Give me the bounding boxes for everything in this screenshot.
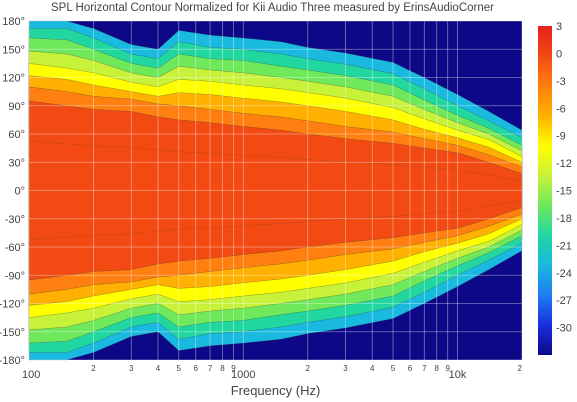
y-tick-label: 150°	[2, 44, 25, 56]
colorbar-tick-label: -24	[556, 268, 572, 280]
y-tick-label: -60°	[5, 242, 25, 254]
colorbar-tick-label: -18	[556, 213, 572, 225]
x-tick-label: 4	[370, 364, 375, 373]
x-tick-label: 9	[231, 364, 236, 373]
y-tick-label: 0°	[14, 186, 25, 198]
colorbar-tick-label: 3	[556, 21, 562, 33]
y-tick-label: -30°	[5, 214, 25, 226]
x-tick-label: 7	[208, 364, 213, 373]
x-tick-label: 5	[391, 364, 396, 373]
x-tick-label: 3	[343, 364, 348, 373]
colorbar-scale	[538, 26, 552, 355]
colorbar-tick-label: -27	[556, 295, 572, 307]
colorbar-tick-label: -30	[556, 323, 572, 335]
y-axis: 180° 150° 120° 90° 60° 30° 0° -30° -60° -90° -120°…	[0, 16, 25, 367]
y-tick-label: -150°	[0, 327, 25, 339]
y-tick-label: 180°	[2, 16, 25, 28]
colorbar-tick-label: 0	[556, 48, 562, 60]
x-tick-label: 8	[220, 364, 225, 373]
x-tick-label: 6	[193, 364, 198, 373]
x-tick-label: 4	[156, 364, 161, 373]
x-tick-label: 2	[306, 364, 311, 373]
x-tick-label: 1000	[231, 369, 255, 381]
colorbar: 3 0 -3 -6 -9 -12 -15 -18 -21 -24 -27 -30	[538, 21, 572, 355]
colorbar-tick-label: -9	[556, 131, 566, 143]
contour-bands	[28, 20, 523, 361]
y-tick-label: -120°	[0, 299, 25, 311]
chart-title: SPL Horizontal Contour Normalized for Ki…	[51, 2, 494, 14]
colorbar-tick-label: -21	[556, 240, 572, 252]
colorbar-tick-label: -12	[556, 158, 572, 170]
x-tick-label: 5	[177, 364, 182, 373]
x-tick-label: 2	[518, 364, 523, 373]
x-tick-label: 8	[435, 364, 440, 373]
x-tick-label: 2	[91, 364, 96, 373]
y-tick-label: -180°	[0, 355, 25, 367]
x-tick-label: 3	[129, 364, 134, 373]
y-tick-label: 30°	[8, 157, 25, 169]
colorbar-tick-label: -3	[556, 76, 566, 88]
x-tick-label: 6	[408, 364, 413, 373]
y-tick-label: 60°	[8, 129, 25, 141]
x-axis-label: Frequency (Hz)	[230, 383, 321, 398]
grid-lines	[28, 20, 523, 361]
y-tick-label: 120°	[2, 73, 25, 85]
colorbar-tick-label: -15	[556, 186, 572, 198]
y-tick-label: -90°	[5, 270, 25, 282]
contour-band	[28, 141, 523, 240]
x-tick-label: 10k	[449, 369, 467, 381]
x-tick-label: 7	[422, 364, 427, 373]
x-tick-label: 9	[445, 364, 450, 373]
x-tick-label: 100	[22, 369, 40, 381]
y-tick-label: 90°	[8, 101, 25, 113]
colorbar-tick-label: -6	[556, 103, 566, 115]
